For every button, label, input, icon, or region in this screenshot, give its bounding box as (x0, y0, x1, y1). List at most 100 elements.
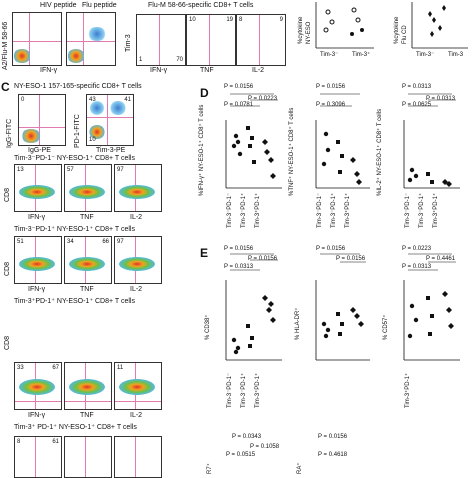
scatter-point (428, 11, 432, 17)
scatter-point (323, 333, 329, 339)
quad-value: 11 (117, 365, 124, 371)
scatter-point (266, 307, 272, 313)
scatter-point (325, 147, 331, 153)
e2-ylabel-2: RA⁺ (297, 462, 303, 474)
e-ylabel-2: % HLA-DR⁺ (295, 307, 301, 340)
row3-x-tnf: TNF (80, 412, 94, 419)
e-p1-2: P = 0.0156 (248, 256, 278, 262)
scatter-point (270, 317, 276, 323)
quad-value: 97 (117, 167, 124, 173)
scatter-point (350, 307, 356, 313)
row1-x-il2: IL-2 (130, 214, 143, 221)
scatter-point (233, 133, 239, 139)
scatter-point (237, 151, 243, 157)
scatter-point (252, 160, 256, 164)
scatter-point (409, 303, 415, 309)
scatter-point (407, 333, 413, 339)
row2-cd8-label: CD8 (4, 261, 11, 276)
e-xtick-2: Tim-3⁻PD-1⁺ (241, 372, 247, 408)
flow-row4-ifn: 8 61 (14, 436, 62, 478)
scatter-point (442, 291, 448, 297)
panel-letter-c: C (1, 80, 10, 94)
panel-a-scatter-svg (315, 2, 468, 49)
flu-specific-title: Flu-M 58-66-specific CD8+ T cells (148, 2, 254, 9)
scatter-point (350, 32, 354, 36)
scatter-point (321, 161, 327, 167)
row1-x-tnf: TNF (80, 214, 94, 221)
flow-row3-tnf (64, 362, 112, 410)
quad-value: 97 (117, 239, 124, 245)
scatter-point (354, 171, 360, 177)
row3-cd8-label: CD8 (4, 335, 11, 350)
quad-value: 70 (176, 57, 183, 63)
quad-value: 66 (102, 239, 109, 245)
row2-x-il2: IL-2 (130, 286, 143, 293)
flow-plot-tim3-tnf: 10 19 (186, 14, 236, 66)
scatter-point (446, 181, 452, 187)
d-ylabel-1: %IFN-γ⁺ NY-ESO-1⁺ CD8⁺ T cells (199, 104, 205, 196)
scatter-point (338, 332, 342, 336)
quad-value: 19 (226, 17, 233, 23)
scatter-point (351, 7, 357, 13)
scatter-point (350, 157, 356, 163)
e-plot-cd38 (225, 253, 282, 361)
d-xtick-7: Tim-3⁻PD-1⁻ (405, 192, 411, 228)
a-right-x2: Tim-3⁺ (352, 52, 371, 58)
d-p1-2: P = 0.0223 (248, 96, 278, 102)
scatter-point (323, 27, 329, 33)
scatter-point (329, 19, 335, 25)
row3-x-il2: IL-2 (130, 412, 143, 419)
flow-plot-igg: 0 (18, 94, 66, 146)
flow-row4-il2 (114, 436, 162, 478)
e2-p1-2: P = 0.1058 (250, 444, 280, 450)
row3-title: Tim-3⁺PD-1⁺ NY-ESO-1⁺ CD8+ T cells (14, 298, 135, 305)
scatter-point (235, 345, 241, 351)
quad-value: 57 (67, 167, 74, 173)
quad-value: 0 (21, 97, 25, 103)
d-plot-il2 (403, 93, 460, 189)
scatter-point (321, 321, 327, 327)
scatter-point (407, 177, 413, 183)
flow-row2-tnf: 34 66 (64, 236, 112, 284)
a-x-il2: IL-2 (252, 67, 265, 74)
scatter-point (325, 9, 331, 15)
e-xtick-4: Tim-3⁺PD-1⁺ (405, 372, 411, 408)
scatter-point (356, 179, 362, 185)
d-xtick-1: Tim-3⁻PD-1⁻ (227, 192, 233, 228)
scatter-point (323, 131, 329, 137)
a-x-tnf: TNF (200, 67, 214, 74)
scatter-point (264, 149, 270, 155)
d-xtick-9: Tim-3⁺PD-1⁺ (433, 192, 439, 228)
a-right-ylabel-2: %cytokine (394, 16, 400, 44)
quad-value: 67 (52, 365, 59, 371)
row4-title: Tim-3⁺ PD-1⁺ NY-ESO-1⁺ CD8+ T cells (14, 424, 137, 431)
d-p1-1: P = 0.0156 (224, 84, 254, 90)
tim3-pe-label: Tim-3-PE (96, 147, 126, 154)
e-xtick-3: Tim-3⁺PD-1⁺ (255, 372, 261, 408)
scatter-point (426, 296, 430, 300)
igg-fitc-label: IgG-FITC (6, 118, 13, 148)
a-right-x1: Tim-3⁻ (320, 52, 339, 58)
d-p2-2: P = 0.3096 (316, 102, 346, 108)
scatter-point (442, 5, 446, 11)
row3-x-ifn: IFN-γ (28, 412, 46, 419)
d-plot-ifn (225, 93, 282, 189)
scatter-point (248, 344, 252, 348)
d-xtick-6: Tim-3⁺PD-1⁺ (345, 192, 351, 228)
scatter-point (250, 136, 254, 140)
scatter-point (325, 327, 331, 333)
quad-value: 34 (67, 239, 74, 245)
quad-value: 61 (52, 439, 59, 445)
d-p2-1: P = 0.0156 (316, 84, 346, 90)
scatter-point (413, 317, 419, 323)
flow-row3-il2: 11 (114, 362, 162, 410)
row1-cd8-label: CD8 (4, 187, 11, 202)
scatter-point (358, 321, 364, 327)
a-right-x3: Tim-3⁻ (416, 52, 435, 58)
quad-value: 10 (189, 17, 196, 23)
quad-value: 10 (89, 137, 96, 143)
e-plot-hladr (315, 253, 370, 361)
d-xtick-8: Tim-3⁻PD-1⁺ (419, 192, 425, 228)
panel-letter-d: D (200, 86, 209, 100)
quad-value: 51 (17, 239, 24, 245)
